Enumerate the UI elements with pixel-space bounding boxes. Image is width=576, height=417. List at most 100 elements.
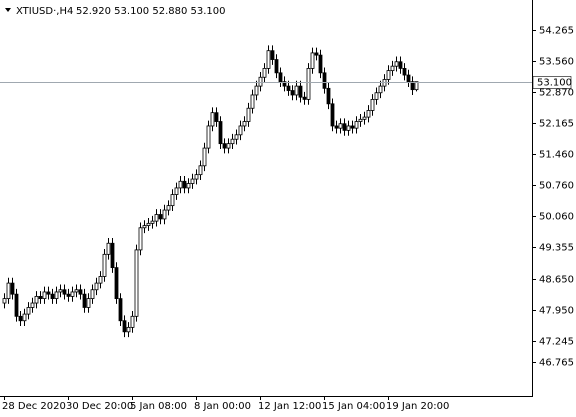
- candle-body: [302, 96, 307, 100]
- candle-body: [30, 302, 35, 308]
- candle-body: [34, 295, 39, 304]
- x-tick-label: 19 Jan 20:00: [386, 401, 449, 412]
- candle-body: [18, 315, 23, 322]
- candle-body: [254, 85, 259, 96]
- candle-body: [218, 121, 223, 145]
- candle-body: [50, 293, 55, 300]
- candle-body: [366, 110, 371, 118]
- candle-body: [22, 313, 27, 322]
- menu-arrow[interactable]: [5, 8, 11, 12]
- candle-body: [38, 295, 43, 300]
- candle-body: [342, 123, 347, 131]
- candle-body: [126, 326, 131, 333]
- candle-body: [166, 205, 171, 211]
- x-tick-label: 5 Jan 08:00: [130, 401, 187, 412]
- candle-body: [114, 267, 119, 300]
- candle-body: [386, 70, 391, 80]
- candle-body: [314, 52, 319, 56]
- y-tick-label: 52.870: [539, 88, 574, 99]
- candle-body: [322, 72, 327, 89]
- candle-body: [350, 125, 355, 129]
- candle-body: [374, 92, 379, 100]
- candle-body: [74, 289, 79, 293]
- candle-body: [146, 222, 151, 226]
- candle-body: [378, 85, 383, 94]
- candle-body: [202, 147, 207, 167]
- candle-body: [102, 253, 107, 277]
- candle-body: [174, 187, 179, 195]
- candle-body: [326, 87, 331, 105]
- candle-body: [274, 59, 279, 74]
- candle-body: [46, 291, 51, 295]
- candle-body: [54, 291, 59, 300]
- candle-body: [234, 134, 239, 140]
- x-tick-label: 8 Jan 00:00: [194, 401, 251, 412]
- candle-body: [354, 121, 359, 129]
- candle-body: [402, 68, 407, 76]
- y-tick-label: 49.355: [539, 243, 574, 254]
- y-tick-label: 48.650: [539, 275, 574, 286]
- y-tick-label: 54.265: [539, 26, 574, 37]
- price-label: 53.100: [537, 78, 572, 89]
- candle-body: [26, 307, 31, 315]
- candle-body: [110, 242, 115, 269]
- chart-ohlc: 52.920 53.100 52.880 53.100: [76, 6, 226, 17]
- candle-body: [190, 178, 195, 184]
- candle-body: [162, 209, 167, 220]
- candle-body: [58, 289, 63, 293]
- y-tick-label: 50.760: [539, 181, 574, 192]
- candle-body: [150, 220, 155, 224]
- candle-body: [278, 72, 283, 83]
- candle-body: [170, 194, 175, 207]
- candle-body: [86, 298, 91, 308]
- candle-body: [242, 121, 247, 127]
- candle-body: [222, 143, 227, 149]
- candle-body: [210, 112, 215, 127]
- candle-body: [362, 116, 367, 120]
- candle-body: [330, 103, 335, 127]
- candle-body: [198, 165, 203, 176]
- candle-body: [130, 315, 135, 328]
- candle-body: [258, 76, 263, 87]
- candle-body: [78, 289, 83, 295]
- candle-body: [398, 61, 403, 69]
- candle-body: [230, 138, 235, 145]
- candle-body: [250, 94, 255, 109]
- y-tick-label: 47.950: [539, 306, 574, 317]
- candle-body: [358, 118, 363, 122]
- y-tick-label: 50.060: [539, 212, 574, 223]
- candle-body: [294, 85, 299, 96]
- y-tick-label: 46.765: [539, 358, 574, 369]
- candle-body: [98, 276, 103, 284]
- candle-body: [346, 125, 351, 131]
- candle-body: [206, 125, 211, 149]
- candle-body: [106, 242, 111, 255]
- candle-body: [194, 174, 199, 180]
- chart-title: XTIUSD·,H4: [16, 6, 73, 17]
- candle-body: [310, 52, 315, 69]
- candle-body: [262, 68, 267, 78]
- candle-body: [270, 50, 275, 60]
- candle-body: [266, 50, 271, 69]
- y-tick-label: 53.560: [539, 57, 574, 68]
- candle-body: [394, 61, 399, 67]
- candle-body: [90, 289, 95, 300]
- y-tick-label: 52.165: [539, 119, 574, 130]
- x-tick-label: 28 Dec 2020: [2, 401, 66, 412]
- candle-body: [82, 293, 87, 308]
- candle-body: [14, 293, 19, 317]
- x-tick-label: 30 Dec 20:00: [66, 401, 133, 412]
- candle-body: [118, 298, 123, 322]
- candle-body: [414, 81, 419, 91]
- candle-body: [410, 81, 415, 91]
- candle-body: [142, 225, 147, 229]
- candle-body: [306, 68, 311, 100]
- y-tick-label: 47.245: [539, 337, 574, 348]
- candle-body: [94, 282, 99, 291]
- y-tick-label: 51.460: [539, 150, 574, 161]
- candle-body: [238, 125, 243, 136]
- candle-body: [178, 180, 183, 189]
- candle-body: [186, 183, 191, 189]
